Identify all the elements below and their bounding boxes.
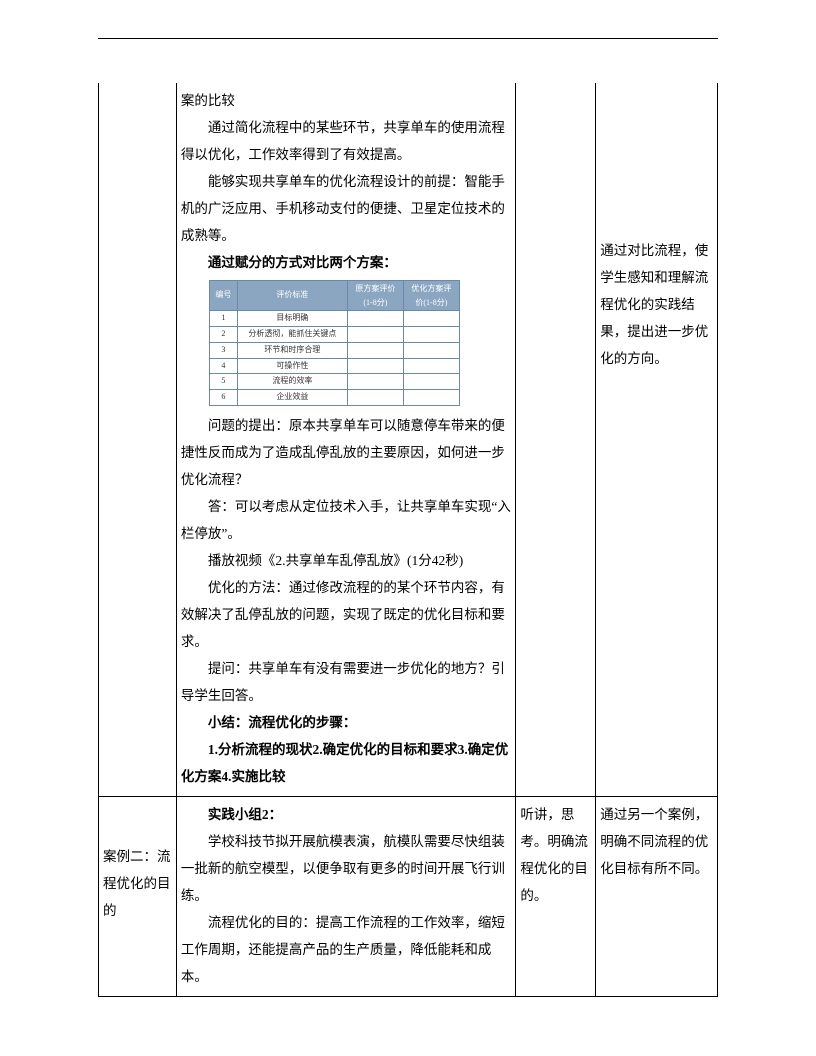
case2-label-text: 案例二：流程优化的目的 xyxy=(103,849,171,918)
para: 通过对比流程，使学生感知和理解流程优化的实践结果，提出进一步优化的方向。 xyxy=(600,237,713,372)
score-cell: 6 xyxy=(209,390,237,406)
score-h3: 原方案评价(1-8分) xyxy=(347,281,403,311)
score-cell: 2 xyxy=(209,326,237,342)
para: 流程优化的目的：提高工作流程的工作效率，缩短工作周期，还能提高产品的生产质量，降… xyxy=(181,909,511,990)
cell-student-activity-2: 听讲，思考。明确流程优化的目的。 xyxy=(516,796,596,996)
score-row: 6 企业效益 xyxy=(209,390,459,406)
score-cell: 3 xyxy=(209,342,237,358)
cell-case2-label: 案例二：流程优化的目的 xyxy=(99,796,177,996)
score-row: 5 流程的效率 xyxy=(209,374,459,390)
score-cell xyxy=(403,311,459,327)
cell-case1-content: 案的比较 通过简化流程中的某些环节，共享单车的使用流程得以优化，工作效率得到了有… xyxy=(176,83,515,796)
cell-intent-2: 通过另一个案例，明确不同流程的优化目标有所不同。 xyxy=(596,796,718,996)
score-cell: 4 xyxy=(209,358,237,374)
score-cell xyxy=(347,390,403,406)
score-h1: 编号 xyxy=(209,281,237,311)
score-cell xyxy=(403,358,459,374)
score-cell xyxy=(347,326,403,342)
para-summary-title: 小结：流程优化的步骤： xyxy=(181,709,511,736)
score-cell xyxy=(347,374,403,390)
score-cell: 分析透彻，能抓住关键点 xyxy=(237,326,347,342)
para: 能够实现共享单车的优化流程设计的前提：智能手机的广泛应用、手机移动支付的便捷、卫… xyxy=(181,168,511,249)
para: 实践小组2： xyxy=(181,801,511,828)
score-cell: 环节和时序合理 xyxy=(237,342,347,358)
para: 优化的方法：通过修改流程的的某个环节内容，有效解决了乱停乱放的问题，实现了既定的… xyxy=(181,574,511,655)
score-cell: 可操作性 xyxy=(237,358,347,374)
para: 播放视频《2.共享单车乱停乱放》(1分42秒) xyxy=(181,547,511,574)
table-row: 案的比较 通过简化流程中的某些环节，共享单车的使用流程得以优化，工作效率得到了有… xyxy=(99,83,718,796)
score-row: 3 环节和时序合理 xyxy=(209,342,459,358)
cell-student-activity-1 xyxy=(516,83,596,796)
score-table-wrap: 编号 评价标准 原方案评价(1-8分) 优化方案评价(1-8分) 1 目标明确 xyxy=(181,276,511,412)
score-cell: 企业效益 xyxy=(237,390,347,406)
para: 提问：共享单车有没有需要进一步优化的地方？引导学生回答。 xyxy=(181,655,511,709)
score-cell: 目标明确 xyxy=(237,311,347,327)
para: 通过简化流程中的某些环节，共享单车的使用流程得以优化，工作效率得到了有效提高。 xyxy=(181,114,511,168)
score-cell xyxy=(347,311,403,327)
score-h4: 优化方案评价(1-8分) xyxy=(403,281,459,311)
cell-intent-1: 通过对比流程，使学生感知和理解流程优化的实践结果，提出进一步优化的方向。 xyxy=(596,83,718,796)
para: 问题的提出：原本共享单车可以随意停车带来的便捷性反而成为了造成乱停乱放的主要原因… xyxy=(181,412,511,493)
cell-case2-content: 实践小组2： 学校科技节拟开展航模表演，航模队需要尽快组装一批新的航空模型，以便… xyxy=(176,796,515,996)
score-row: 1 目标明确 xyxy=(209,311,459,327)
score-cell xyxy=(403,374,459,390)
para: 答：可以考虑从定位技术入手，让共享单车实现“入栏停放”。 xyxy=(181,493,511,547)
para-summary-steps: 1.分析流程的现状2.确定优化的目标和要求3.确定优化方案4.实施比较 xyxy=(181,736,511,790)
cell-case1-label xyxy=(99,83,177,796)
score-cell xyxy=(403,390,459,406)
para: 案的比较 xyxy=(181,87,511,114)
score-cell xyxy=(347,358,403,374)
score-row: 4 可操作性 xyxy=(209,358,459,374)
score-cell xyxy=(403,342,459,358)
score-cell xyxy=(347,342,403,358)
para: 学校科技节拟开展航模表演，航模队需要尽快组装一批新的航空模型，以便争取有更多的时… xyxy=(181,828,511,909)
score-table: 编号 评价标准 原方案评价(1-8分) 优化方案评价(1-8分) 1 目标明确 xyxy=(209,280,460,406)
score-header-row: 编号 评价标准 原方案评价(1-8分) 优化方案评价(1-8分) xyxy=(209,281,459,311)
score-h2: 评价标准 xyxy=(237,281,347,311)
lesson-plan-table: 案的比较 通过简化流程中的某些环节，共享单车的使用流程得以优化，工作效率得到了有… xyxy=(98,83,718,997)
table-row: 案例二：流程优化的目的 实践小组2： 学校科技节拟开展航模表演，航模队需要尽快组… xyxy=(99,796,718,996)
score-cell: 1 xyxy=(209,311,237,327)
para: 通过赋分的方式对比两个方案： xyxy=(181,249,511,276)
score-cell: 5 xyxy=(209,374,237,390)
score-row: 2 分析透彻，能抓住关键点 xyxy=(209,326,459,342)
score-cell xyxy=(403,326,459,342)
header-rule xyxy=(98,38,718,39)
score-cell: 流程的效率 xyxy=(237,374,347,390)
